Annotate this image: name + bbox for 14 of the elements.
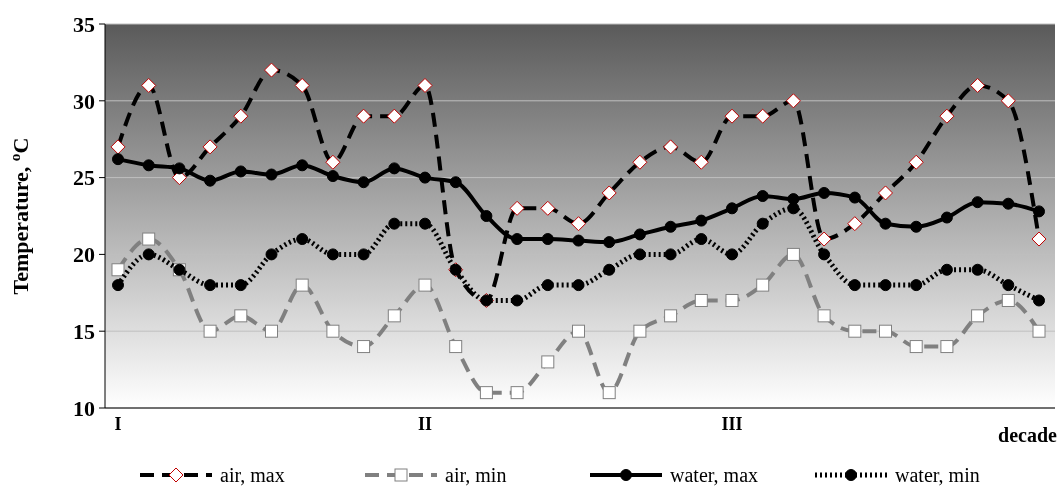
- y-tick-label: 25: [73, 165, 95, 191]
- y-tick-label: 20: [73, 242, 95, 268]
- y-tick-label: 10: [73, 395, 95, 421]
- y-tick-label: 15: [73, 318, 95, 344]
- x-axis-title: decade: [998, 424, 1058, 446]
- x-tick-label: II: [417, 414, 433, 434]
- x-tick-label: I: [114, 414, 122, 434]
- legend-label: water, max: [670, 464, 759, 486]
- y-tick-label: 35: [73, 11, 95, 37]
- legend-label: air, max: [220, 464, 285, 486]
- y-tick-label: 30: [73, 88, 95, 114]
- legend-label: water, min: [895, 464, 980, 486]
- x-tick-label: III: [721, 414, 743, 434]
- legend-label: air, min: [445, 464, 507, 486]
